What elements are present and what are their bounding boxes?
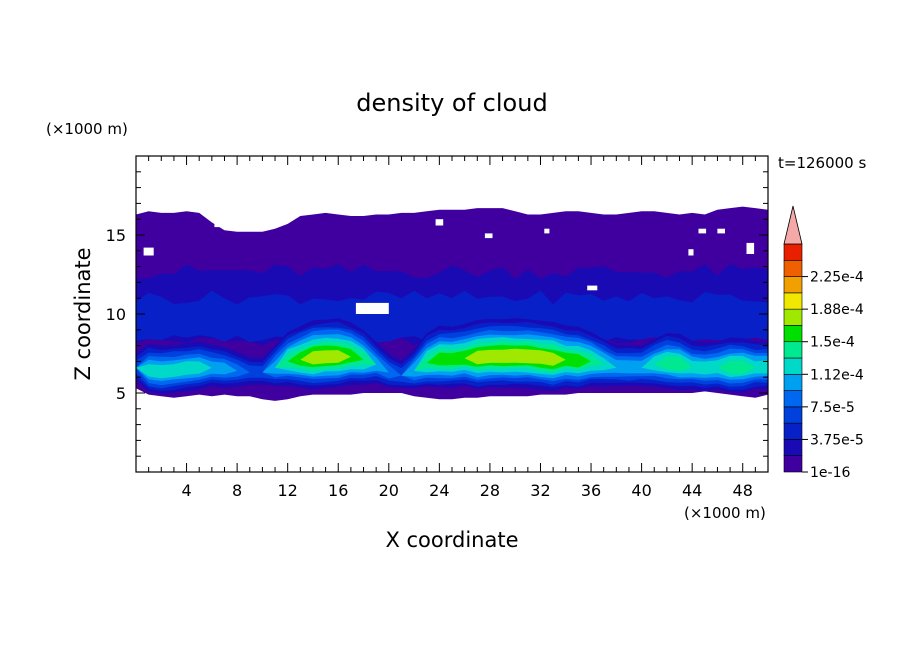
field-level-8 (136, 344, 768, 376)
colorbar-label: 1.88e-4 (810, 302, 864, 318)
colorbar-segment (783, 439, 803, 457)
y-tick-label: 15 (106, 226, 126, 245)
field-gap (544, 228, 550, 234)
y-tick-label: 5 (116, 384, 126, 403)
colorbar-overflow-triangle (783, 205, 803, 245)
field-gap (143, 247, 154, 256)
x-tick-label: 28 (480, 481, 500, 500)
field-gap (587, 285, 598, 291)
colorbar-segment (783, 406, 803, 424)
cloud-density-field (136, 206, 768, 401)
x-tick-label: 48 (733, 481, 753, 500)
colorbar-segment (783, 308, 803, 326)
x-tick-label: 8 (232, 481, 242, 500)
y-tick-label: 10 (106, 305, 126, 324)
field-gap (355, 302, 389, 314)
y-axis-label: Z coordinate (71, 247, 95, 380)
x-tick-label: 16 (328, 481, 348, 500)
chart-title: density of cloud (356, 89, 547, 117)
colorbar-segment (783, 357, 803, 375)
x-tick-label: 36 (581, 481, 601, 500)
field-gap (484, 233, 493, 239)
field-gap (214, 220, 222, 228)
x-tick-label: 40 (631, 481, 651, 500)
x-tick-label: 24 (429, 481, 449, 500)
colorbar-label: 1.5e-4 (810, 335, 855, 351)
x-tick-label: 32 (530, 481, 550, 500)
field-gap (746, 242, 755, 254)
colorbar-segment (783, 373, 803, 391)
x-axis-label: X coordinate (385, 528, 518, 552)
colorbar-segment (783, 341, 803, 359)
colorbar-segment (783, 455, 803, 473)
colorbar-segment (783, 292, 803, 310)
colorbar-segment (783, 276, 803, 294)
time-label: t=126000 s (778, 154, 866, 172)
x-tick-label: 20 (379, 481, 399, 500)
colorbar-segment (783, 422, 803, 440)
colorbar-label: 2.25e-4 (810, 270, 864, 286)
field-gap (688, 249, 694, 256)
colorbar-segment (783, 325, 803, 343)
colorbar-segment (783, 259, 803, 277)
field-gap (717, 228, 725, 234)
colorbar-label: 1e-16 (810, 465, 850, 481)
colorbar-label: 3.75e-5 (810, 432, 864, 448)
colorbar-label: 7.5e-5 (810, 400, 855, 416)
y-axis-ticks: 5 10 15 (106, 171, 768, 457)
colorbar-segment (783, 390, 803, 408)
colorbar: 1e-16 3.75e-5 7.5e-5 1.12e-4 1.5e-4 1.88e-4 2.… (783, 205, 864, 481)
y-unit-label: (×1000 m) (46, 120, 128, 138)
colorbar-segment (783, 243, 803, 261)
x-axis-ticks: 4 8 12 16 20 24 28 32 36 40 44 48 (148, 156, 756, 500)
x-tick-label: 44 (682, 481, 702, 500)
field-gap (698, 228, 707, 234)
field-gap (435, 219, 444, 226)
colorbar-label: 1.12e-4 (810, 367, 864, 383)
field-gap (268, 212, 279, 220)
x-tick-label: 12 (278, 481, 298, 500)
x-unit-label: (×1000 m) (684, 504, 766, 522)
x-tick-label: 4 (181, 481, 191, 500)
